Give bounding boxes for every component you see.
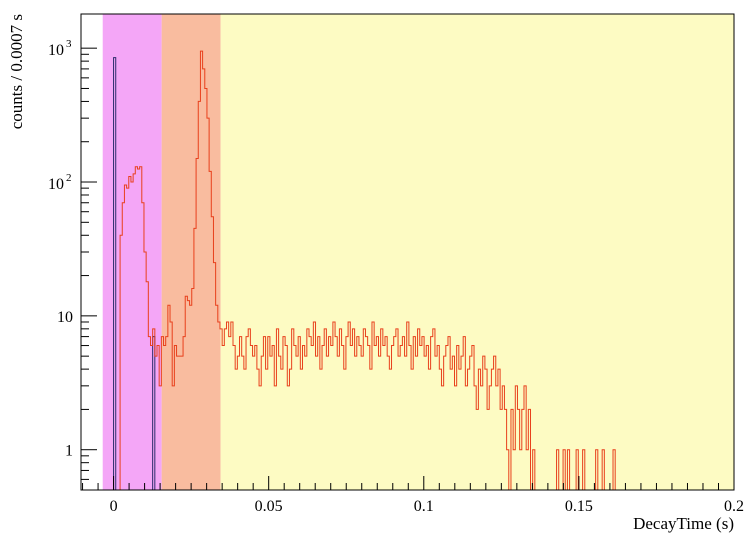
y-tick-label: 10 <box>57 309 73 326</box>
x-tick-label: 0.2 <box>724 498 744 515</box>
y-tick-exponent: 3 <box>66 38 72 50</box>
region-band-1 <box>102 14 162 490</box>
y-tick-label: 10 <box>48 176 64 193</box>
y-tick-label: 10 <box>48 42 64 59</box>
region-bands <box>102 14 735 490</box>
y-tick-label: 1 <box>65 443 73 460</box>
histogram-line-2 <box>109 50 734 491</box>
x-tick-label: 0.15 <box>565 498 593 515</box>
y-axis-title: counts / 0.0007 s <box>7 14 26 129</box>
region-band-3 <box>220 14 735 490</box>
x-tick-label: 0 <box>110 498 118 515</box>
region-band-2 <box>161 14 221 490</box>
x-tick-label: 0.1 <box>414 498 434 515</box>
y-tick-exponent: 2 <box>66 172 72 184</box>
x-tick-labels: 0 0.05 0.1 0.15 0.2 <box>110 498 744 515</box>
axis-ticks <box>81 47 735 491</box>
x-tick-label: 0.05 <box>255 498 283 515</box>
x-axis-title: DecayTime (s) <box>633 514 734 533</box>
